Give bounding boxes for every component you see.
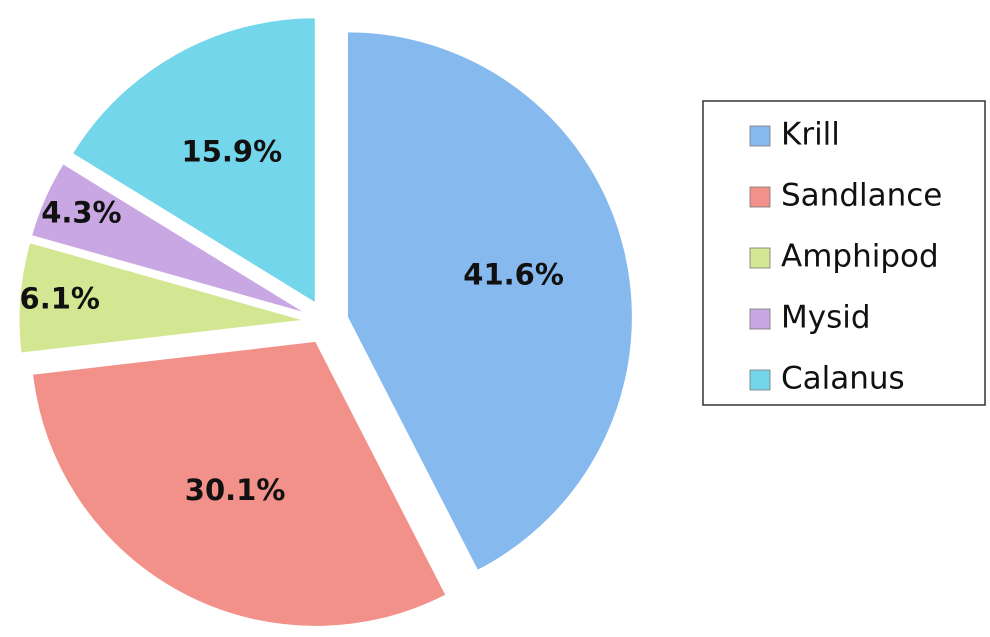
data-label: 4.3%: [41, 196, 121, 230]
data-label: 30.1%: [185, 473, 286, 507]
pie: 41.6% 30.1% 6.1% 4.3% 15.9%: [18, 17, 633, 627]
legend-swatch: [749, 125, 771, 147]
legend-label: Amphipod: [781, 239, 939, 275]
legend-label: Sandlance: [781, 178, 942, 214]
pie-slice: [30, 163, 307, 314]
legend: Krill Sandlance Amphipod Mysid Calanus: [702, 100, 986, 406]
pie-slice: [31, 340, 447, 627]
pie-slice: [346, 31, 633, 572]
data-label: 15.9%: [182, 135, 283, 169]
pie-slice: [18, 242, 305, 354]
legend-swatch: [749, 308, 771, 330]
data-label: 6.1%: [20, 282, 100, 316]
legend-label: Mysid: [781, 300, 871, 336]
pie-slice: [71, 17, 316, 304]
legend-label: Calanus: [781, 361, 905, 397]
legend-swatch: [749, 186, 771, 208]
legend-swatch: [749, 369, 771, 391]
legend-label: Krill: [781, 117, 840, 153]
legend-swatch: [749, 247, 771, 269]
data-label: 41.6%: [463, 258, 564, 292]
